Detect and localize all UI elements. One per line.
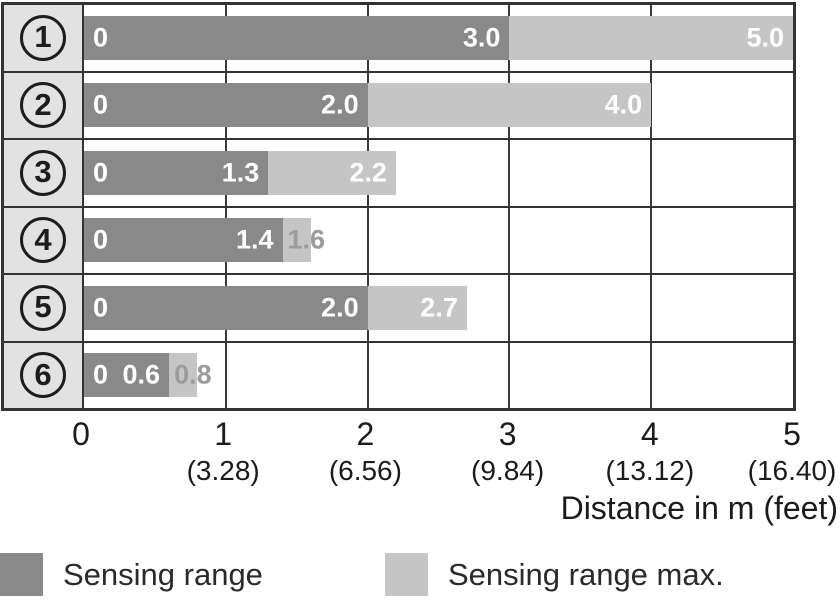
bar-track: 0 2.0 4.0 [84, 83, 793, 128]
sensing-range-max-bar: 2.7 [367, 285, 467, 330]
tick-meters: 0 [72, 416, 90, 452]
bar-start-label: 0 [93, 359, 109, 390]
row-id-badge: 4 [20, 217, 66, 264]
chart-row: 5 0 2.0 2.7 [4, 275, 793, 343]
tick-feet: (6.56) [328, 455, 402, 486]
row-plot: 0 2.0 4.0 [84, 73, 793, 139]
sensing-range-max-value-label: 4.0 [604, 89, 643, 120]
sensing-range-value-label: 1.3 [221, 157, 260, 188]
row-plot: 0 1.4 1.6 [84, 208, 793, 274]
tick-meters: 3 [498, 416, 517, 452]
row-plot: 0 1.3 2.2 [84, 140, 793, 206]
tick-meters: 1 [214, 416, 233, 452]
bar-track: 0 1.3 2.2 [84, 150, 793, 195]
row-header: 3 [4, 140, 84, 206]
row-id-badge: 5 [20, 284, 66, 331]
row-header: 6 [4, 342, 84, 408]
chart-row: 3 0 1.3 2.2 [4, 140, 793, 208]
sensing-range-value-label: 2.0 [321, 292, 359, 323]
chart-box: 1 0 3.0 5.0 2 0 2.0 [1, 2, 796, 411]
bar-start-label: 0 [93, 157, 109, 188]
legend-item-sensing-range: Sensing range [0, 552, 263, 596]
row-header: 5 [4, 275, 84, 341]
sensing-range-bar: 0 3.0 [84, 15, 510, 60]
legend: Sensing range Sensing range max. [0, 552, 840, 596]
sensing-range-value-label: 0.6 [122, 359, 161, 390]
legend-label-sensing-range-max: Sensing range max. [448, 556, 724, 592]
row-plot: 0 3.0 5.0 [84, 5, 793, 71]
x-axis: 0 1 (3.28) 2 (6.56) 3 (9.84) 4 (13.12) 5 (16.40) [72, 418, 836, 486]
row-header: 4 [4, 207, 84, 273]
chart-row: 6 0 0.6 0.8 [4, 342, 793, 409]
sensing-range-max-bar: 4.0 [367, 83, 652, 128]
sensing-range-max-bar: 2.2 [268, 150, 396, 195]
row-plot: 0 2.0 2.7 [84, 275, 793, 341]
sensing-range-max-value-label: 5.0 [746, 22, 784, 53]
sensing-range-value-label: 2.0 [321, 89, 359, 120]
axis-tick: 5 (16.40) [748, 418, 837, 485]
sensing-range-max-bar: 1.6 [282, 218, 325, 263]
bar-start-label: 0 [93, 224, 109, 255]
sensing-range-max-value-label: 2.2 [349, 157, 387, 188]
legend-item-sensing-range-max: Sensing range max. [385, 552, 724, 596]
sensing-range-bar: 0 0.6 [84, 353, 170, 398]
bar-track: 0 1.4 1.6 [84, 218, 793, 263]
axis-tick: 1 (3.28) [187, 418, 260, 485]
row-id-badge: 2 [20, 82, 66, 129]
sensing-range-max-value-label: 1.6 [287, 224, 326, 255]
axis-tick: 0 [72, 418, 90, 450]
bar-start-label: 0 [93, 89, 109, 120]
bar-start-label: 0 [93, 292, 109, 323]
tick-feet: (9.84) [471, 455, 545, 486]
row-plot: 0 0.6 0.8 [84, 343, 793, 409]
legend-label-sensing-range: Sensing range [63, 556, 263, 592]
bar-start-label: 0 [93, 22, 109, 53]
tick-feet: (13.12) [605, 455, 695, 486]
tick-meters: 5 [783, 416, 801, 452]
axis-title: Distance in m (feet) [560, 490, 838, 526]
axis-tick: 4 (13.12) [605, 418, 694, 485]
bar-track: 0 2.0 2.7 [84, 285, 793, 330]
axis-tick: 3 (9.84) [471, 418, 544, 485]
tick-feet: (16.40) [747, 455, 837, 486]
row-header: 1 [4, 5, 84, 71]
chart-row: 4 0 1.4 1.6 [4, 207, 793, 275]
sensing-range-max-bar: 0.8 [169, 353, 212, 398]
sensing-range-bar: 0 1.3 [84, 150, 269, 195]
chart-row: 1 0 3.0 5.0 [4, 5, 793, 73]
chart-rows: 1 0 3.0 5.0 2 0 2.0 [4, 5, 793, 408]
axis-tick: 2 (6.56) [329, 418, 402, 485]
sensing-range-max-swatch [385, 552, 428, 596]
sensing-range-bar: 0 2.0 [84, 83, 368, 128]
bar-track: 0 3.0 5.0 [84, 15, 793, 60]
sensing-range-value-label: 1.4 [235, 224, 274, 255]
sensing-range-swatch [0, 552, 43, 596]
row-id-badge: 1 [20, 14, 66, 61]
sensing-range-value-label: 3.0 [462, 22, 501, 53]
sensing-range-max-bar: 5.0 [509, 15, 793, 60]
tick-feet: (3.28) [186, 455, 260, 486]
row-id-badge: 6 [20, 352, 66, 399]
tick-meters: 2 [356, 416, 375, 452]
sensing-range-max-value-label: 0.8 [174, 359, 212, 390]
sensing-range-bar: 0 2.0 [84, 285, 368, 330]
row-header: 2 [4, 72, 84, 138]
tick-meters: 4 [640, 416, 659, 452]
sensing-range-bar: 0 1.4 [84, 218, 283, 263]
bar-track: 0 0.6 0.8 [84, 353, 793, 398]
chart-row: 2 0 2.0 4.0 [4, 72, 793, 140]
row-id-badge: 3 [20, 149, 66, 196]
sensing-range-max-value-label: 2.7 [420, 292, 458, 323]
